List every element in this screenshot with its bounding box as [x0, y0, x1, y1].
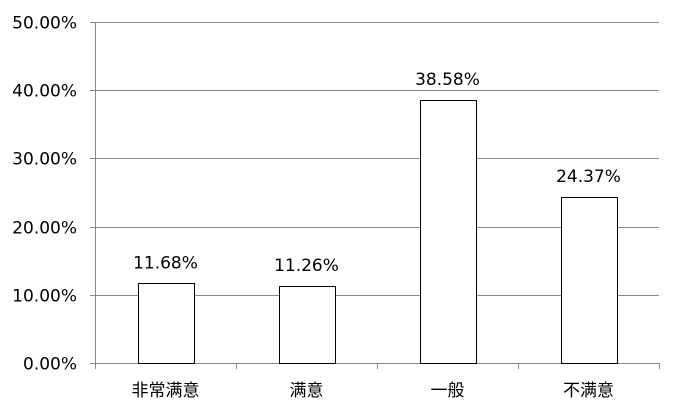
- x-category-labels: 非常满意 满意 一般 不满意: [132, 381, 615, 401]
- y-tick-label: 10.00%: [12, 287, 77, 307]
- data-label: 11.68%: [133, 253, 198, 273]
- y-tick-labels: 0.00% 10.00% 20.00% 30.00% 40.00% 50.00%: [12, 14, 77, 375]
- data-label: 38.58%: [415, 70, 480, 90]
- y-tick-label: 20.00%: [12, 219, 77, 239]
- data-label: 24.37%: [556, 167, 621, 187]
- y-tick-label: 30.00%: [12, 150, 77, 170]
- x-category-label: 不满意: [563, 381, 614, 401]
- data-label: 11.26%: [274, 256, 339, 276]
- y-tick-label: 0.00%: [23, 355, 77, 375]
- bar-1: [138, 283, 195, 364]
- y-tick-label: 50.00%: [12, 14, 77, 34]
- y-tick-label: 40.00%: [12, 82, 77, 102]
- data-labels: 11.68% 11.26% 38.58% 24.37%: [133, 70, 621, 276]
- bar-3: [420, 100, 477, 364]
- x-category-label: 满意: [290, 381, 324, 401]
- bar-2: [279, 286, 336, 364]
- bar-4: [561, 197, 618, 364]
- x-category-label: 一般: [431, 381, 465, 401]
- x-category-label: 非常满意: [132, 381, 200, 401]
- bars: [138, 100, 618, 364]
